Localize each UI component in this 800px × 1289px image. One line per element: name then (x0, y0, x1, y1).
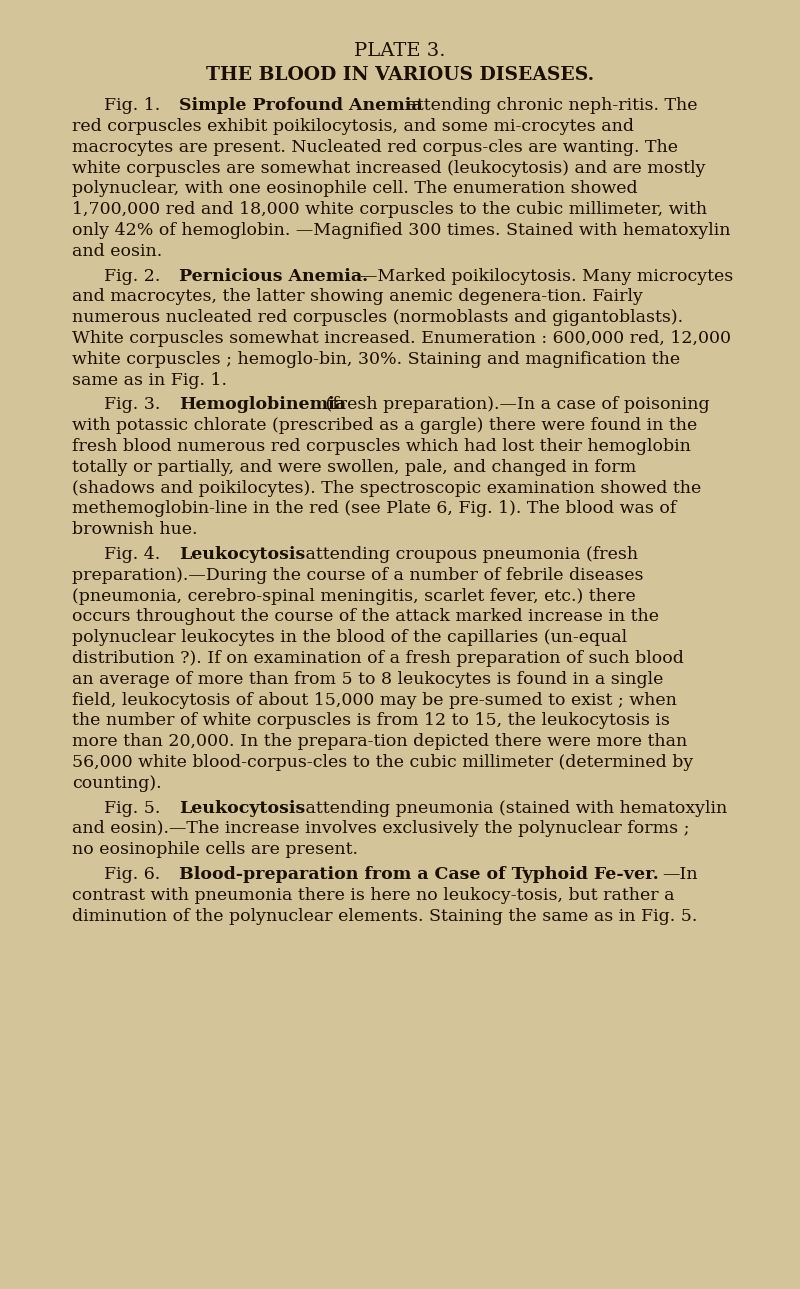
Text: white corpuscles are somewhat increased (leukocytosis) and are mostly: white corpuscles are somewhat increased … (72, 160, 706, 177)
Text: brownish hue.: brownish hue. (72, 521, 198, 538)
Text: macrocytes are present. Nucleated red corpus-cles are wanting. The: macrocytes are present. Nucleated red co… (72, 139, 678, 156)
Text: totally or partially, and were swollen, pale, and changed in form: totally or partially, and were swollen, … (72, 459, 636, 476)
Text: contrast with pneumonia there is here no leukocy-tosis, but rather a: contrast with pneumonia there is here no… (72, 887, 674, 904)
Text: and eosin.: and eosin. (72, 242, 162, 259)
Text: only 42% of hemoglobin. —Magnified 300 times. Stained with hematoxylin: only 42% of hemoglobin. —Magnified 300 t… (72, 222, 730, 238)
Text: —In: —In (662, 866, 698, 883)
Text: Fig. 6.: Fig. 6. (104, 866, 166, 883)
Text: and macrocytes, the latter showing anemic degenera-tion. Fairly: and macrocytes, the latter showing anemi… (72, 289, 643, 305)
Text: PLATE 3.: PLATE 3. (354, 43, 446, 61)
Text: polynuclear, with one eosinophile cell. The enumeration showed: polynuclear, with one eosinophile cell. … (72, 180, 638, 197)
Text: more than 20,000. In the prepara-tion depicted there were more than: more than 20,000. In the prepara-tion de… (72, 733, 687, 750)
Text: Blood-preparation from a Case of Typhoid Fe-ver.: Blood-preparation from a Case of Typhoid… (179, 866, 658, 883)
Text: Leukocytosis: Leukocytosis (179, 547, 306, 563)
Text: and eosin).—The increase involves exclusively the polynuclear forms ;: and eosin).—The increase involves exclus… (72, 820, 690, 838)
Text: attending chronic neph-ritis. The: attending chronic neph-ritis. The (401, 97, 697, 115)
Text: attending croupous pneumonia (fresh: attending croupous pneumonia (fresh (300, 547, 638, 563)
Text: polynuclear leukocytes in the blood of the capillaries (un-equal: polynuclear leukocytes in the blood of t… (72, 629, 627, 646)
Text: methemoglobin-line in the red (see Plate 6, Fig. 1). The blood was of: methemoglobin-line in the red (see Plate… (72, 500, 676, 517)
Text: Pernicious Anemia.: Pernicious Anemia. (179, 268, 368, 285)
Text: Fig. 4.: Fig. 4. (104, 547, 166, 563)
Text: diminution of the polynuclear elements. Staining the same as in Fig. 5.: diminution of the polynuclear elements. … (72, 907, 698, 924)
Text: (pneumonia, cerebro-spinal meningitis, scarlet fever, etc.) there: (pneumonia, cerebro-spinal meningitis, s… (72, 588, 636, 605)
Text: an average of more than from 5 to 8 leukocytes is found in a single: an average of more than from 5 to 8 leuk… (72, 670, 663, 688)
Text: numerous nucleated red corpuscles (normoblasts and gigantoblasts).: numerous nucleated red corpuscles (normo… (72, 309, 683, 326)
Text: field, leukocytosis of about 15,000 may be pre-sumed to exist ; when: field, leukocytosis of about 15,000 may … (72, 691, 677, 709)
Text: (fresh preparation).—In a case of poisoning: (fresh preparation).—In a case of poison… (320, 396, 710, 414)
Text: —Marked poikilocytosis. Many microcytes: —Marked poikilocytosis. Many microcytes (360, 268, 734, 285)
Text: red corpuscles exhibit poikilocytosis, and some mi-crocytes and: red corpuscles exhibit poikilocytosis, a… (72, 117, 634, 135)
Text: same as in Fig. 1.: same as in Fig. 1. (72, 371, 227, 388)
Text: 1,700,000 red and 18,000 white corpuscles to the cubic millimeter, with: 1,700,000 red and 18,000 white corpuscle… (72, 201, 707, 218)
Text: no eosinophile cells are present.: no eosinophile cells are present. (72, 842, 358, 858)
Text: white corpuscles ; hemoglo-bin, 30%. Staining and magnification the: white corpuscles ; hemoglo-bin, 30%. Sta… (72, 351, 680, 367)
Text: Leukocytosis: Leukocytosis (179, 799, 306, 816)
Text: attending pneumonia (stained with hematoxylin: attending pneumonia (stained with hemato… (300, 799, 727, 816)
Text: Fig. 2.: Fig. 2. (104, 268, 166, 285)
Text: Hemoglobinemia: Hemoglobinemia (179, 396, 346, 414)
Text: the number of white corpuscles is from 12 to 15, the leukocytosis is: the number of white corpuscles is from 1… (72, 713, 670, 730)
Text: (shadows and poikilocytes). The spectroscopic examination showed the: (shadows and poikilocytes). The spectros… (72, 480, 702, 496)
Text: THE BLOOD IN VARIOUS DISEASES.: THE BLOOD IN VARIOUS DISEASES. (206, 66, 594, 84)
Text: Simple Profound Anemia: Simple Profound Anemia (179, 97, 422, 115)
Text: Fig. 5.: Fig. 5. (104, 799, 166, 816)
Text: preparation).—During the course of a number of febrile diseases: preparation).—During the course of a num… (72, 567, 643, 584)
Text: occurs throughout the course of the attack marked increase in the: occurs throughout the course of the atta… (72, 608, 659, 625)
Text: counting).: counting). (72, 775, 162, 791)
Text: Fig. 3.: Fig. 3. (104, 396, 166, 414)
Text: Fig. 1.: Fig. 1. (104, 97, 166, 115)
Text: White corpuscles somewhat increased. Enumeration : 600,000 red, 12,000: White corpuscles somewhat increased. Enu… (72, 330, 731, 347)
Text: fresh blood numerous red corpuscles which had lost their hemoglobin: fresh blood numerous red corpuscles whic… (72, 438, 691, 455)
Text: distribution ?). If on examination of a fresh preparation of such blood: distribution ?). If on examination of a … (72, 650, 684, 666)
Text: 56,000 white blood-corpus-cles to the cubic millimeter (determined by: 56,000 white blood-corpus-cles to the cu… (72, 754, 694, 771)
Text: with potassic chlorate (prescribed as a gargle) there were found in the: with potassic chlorate (prescribed as a … (72, 418, 698, 434)
